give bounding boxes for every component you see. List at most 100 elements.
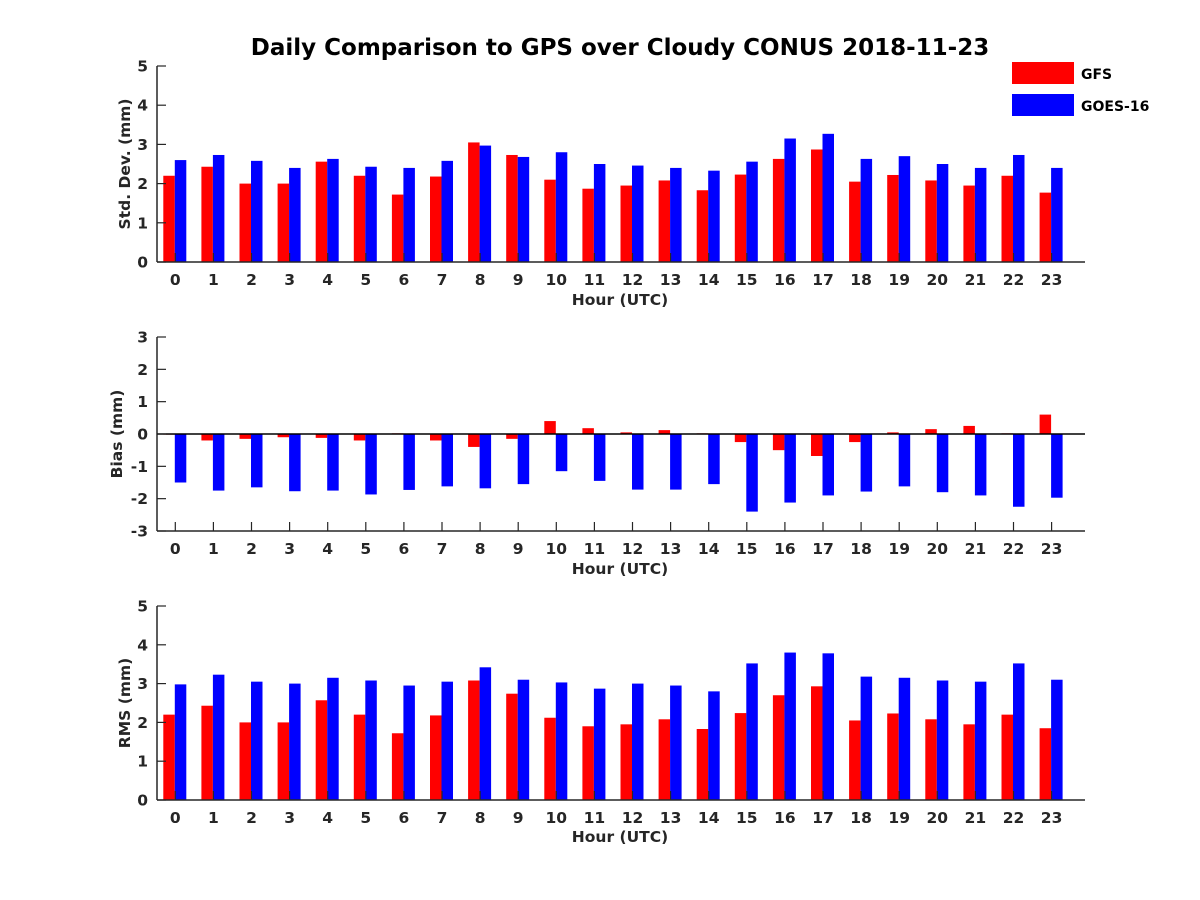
bar-goes16-hour-4 [327,158,339,262]
legend-swatch-gfs [1012,62,1074,84]
bar-gfs-hour-1 [201,705,213,800]
ylabel-bias: Bias (mm) [108,390,126,479]
x-tick-label: 10 [546,271,568,289]
x-tick-label: 13 [660,540,682,558]
x-tick-label: 17 [812,809,834,827]
x-tick-label: 16 [774,271,796,289]
bar-gfs-hour-3 [277,722,290,800]
bar-gfs-hour-3 [277,183,290,262]
bar-gfs-hour-19 [887,174,899,262]
bar-gfs-hour-2 [239,722,251,800]
bar-goes16-hour-0 [174,434,187,483]
x-tick-label: 12 [622,271,644,289]
bar-goes16-hour-2 [251,681,263,800]
xlabel-bias: Hour (UTC) [572,560,668,578]
bar-goes16-hour-11 [593,434,606,481]
bar-goes16-hour-7 [441,160,453,262]
x-tick-label: 16 [774,540,796,558]
x-tick-label: 6 [399,809,410,827]
bar-gfs-hour-23 [1039,728,1052,800]
bar-goes16-hour-1 [212,154,225,262]
bar-goes16-hour-18 [860,434,873,492]
x-tick-label: 10 [546,540,568,558]
legend-label-gfs: GFS [1081,67,1112,83]
x-tick-label: 23 [1041,540,1063,558]
bar-goes16-hour-0 [174,684,187,800]
bar-gfs-hour-19 [887,713,899,800]
bar-goes16-hour-10 [555,434,568,472]
bar-goes16-hour-17 [822,133,834,262]
x-tick-label: 6 [399,540,410,558]
x-tick-label: 9 [513,809,524,827]
bar-gfs-hour-10 [544,421,556,434]
bar-gfs-hour-15 [734,174,747,262]
x-tick-label: 11 [584,809,606,827]
legend: GFS GOES-16 [1012,62,1149,116]
bar-goes16-hour-23 [1051,679,1063,800]
bar-goes16-hour-20 [936,434,949,493]
x-tick-label: 9 [513,540,524,558]
bar-gfs-hour-22 [1001,175,1013,262]
y-tick-label: 2 [137,175,148,193]
bar-goes16-hour-7 [441,434,453,487]
bars-std-dev [163,133,1063,262]
bar-gfs-hour-21 [963,425,975,434]
bar-goes16-hour-21 [974,681,987,800]
bar-goes16-hour-9 [517,679,530,800]
bar-goes16-hour-15 [746,161,758,262]
bar-gfs-hour-7 [430,715,442,800]
y-tick-label: -3 [131,523,148,541]
bar-gfs-hour-2 [239,183,251,262]
y-tick-label: 2 [137,714,148,732]
x-tick-label: 5 [360,271,371,289]
x-tick-label: 5 [360,809,371,827]
bar-gfs-hour-10 [544,717,556,800]
bar-gfs-hour-8 [468,142,480,262]
x-tick-label: 15 [736,809,758,827]
x-tick-label: 7 [437,271,448,289]
x-tick-label: 7 [437,809,448,827]
x-tick-label: 14 [698,809,720,827]
y-tick-label: 3 [137,329,148,347]
x-tick-label: 10 [546,809,568,827]
x-tick-label: 8 [475,271,486,289]
bar-gfs-hour-4 [315,434,328,438]
bar-goes16-hour-13 [670,685,682,800]
bar-gfs-hour-0 [163,714,175,800]
bar-gfs-hour-21 [963,724,975,800]
x-tick-label: 21 [965,540,987,558]
bar-goes16-hour-21 [974,167,987,262]
bar-gfs-hour-18 [849,434,861,443]
x-tick-label: 4 [322,809,333,827]
bar-gfs-hour-5 [353,714,366,800]
x-tick-label: 20 [927,809,949,827]
y-tick-label: 1 [137,214,148,232]
bar-goes16-hour-8 [479,667,492,800]
bar-gfs-hour-3 [277,434,290,438]
y-tick-label: 3 [137,675,148,693]
x-tick-label: 8 [475,540,486,558]
x-tick-label: 7 [437,540,448,558]
bar-gfs-hour-8 [468,434,480,447]
y-tick-label: -1 [131,458,148,476]
y-tick-label: 1 [137,753,148,771]
x-tick-label: 19 [888,540,910,558]
bar-gfs-hour-4 [315,700,328,800]
x-tick-label: 3 [284,809,295,827]
x-tick-label: 0 [170,271,181,289]
bar-gfs-hour-12 [620,432,632,434]
x-tick-label: 22 [1003,271,1025,289]
bar-gfs-hour-23 [1039,414,1052,434]
x-tick-label: 18 [850,540,872,558]
x-tick-label: 13 [660,809,682,827]
x-tick-label: 15 [736,540,758,558]
y-tick-label: 0 [137,254,148,272]
bar-goes16-hour-22 [1013,663,1025,800]
bar-gfs-hour-5 [353,175,366,262]
bar-gfs-hour-23 [1039,192,1052,262]
bar-gfs-hour-11 [582,726,594,800]
bar-gfs-hour-7 [430,176,442,262]
bar-goes16-hour-12 [632,165,644,262]
bar-goes16-hour-1 [212,674,225,800]
